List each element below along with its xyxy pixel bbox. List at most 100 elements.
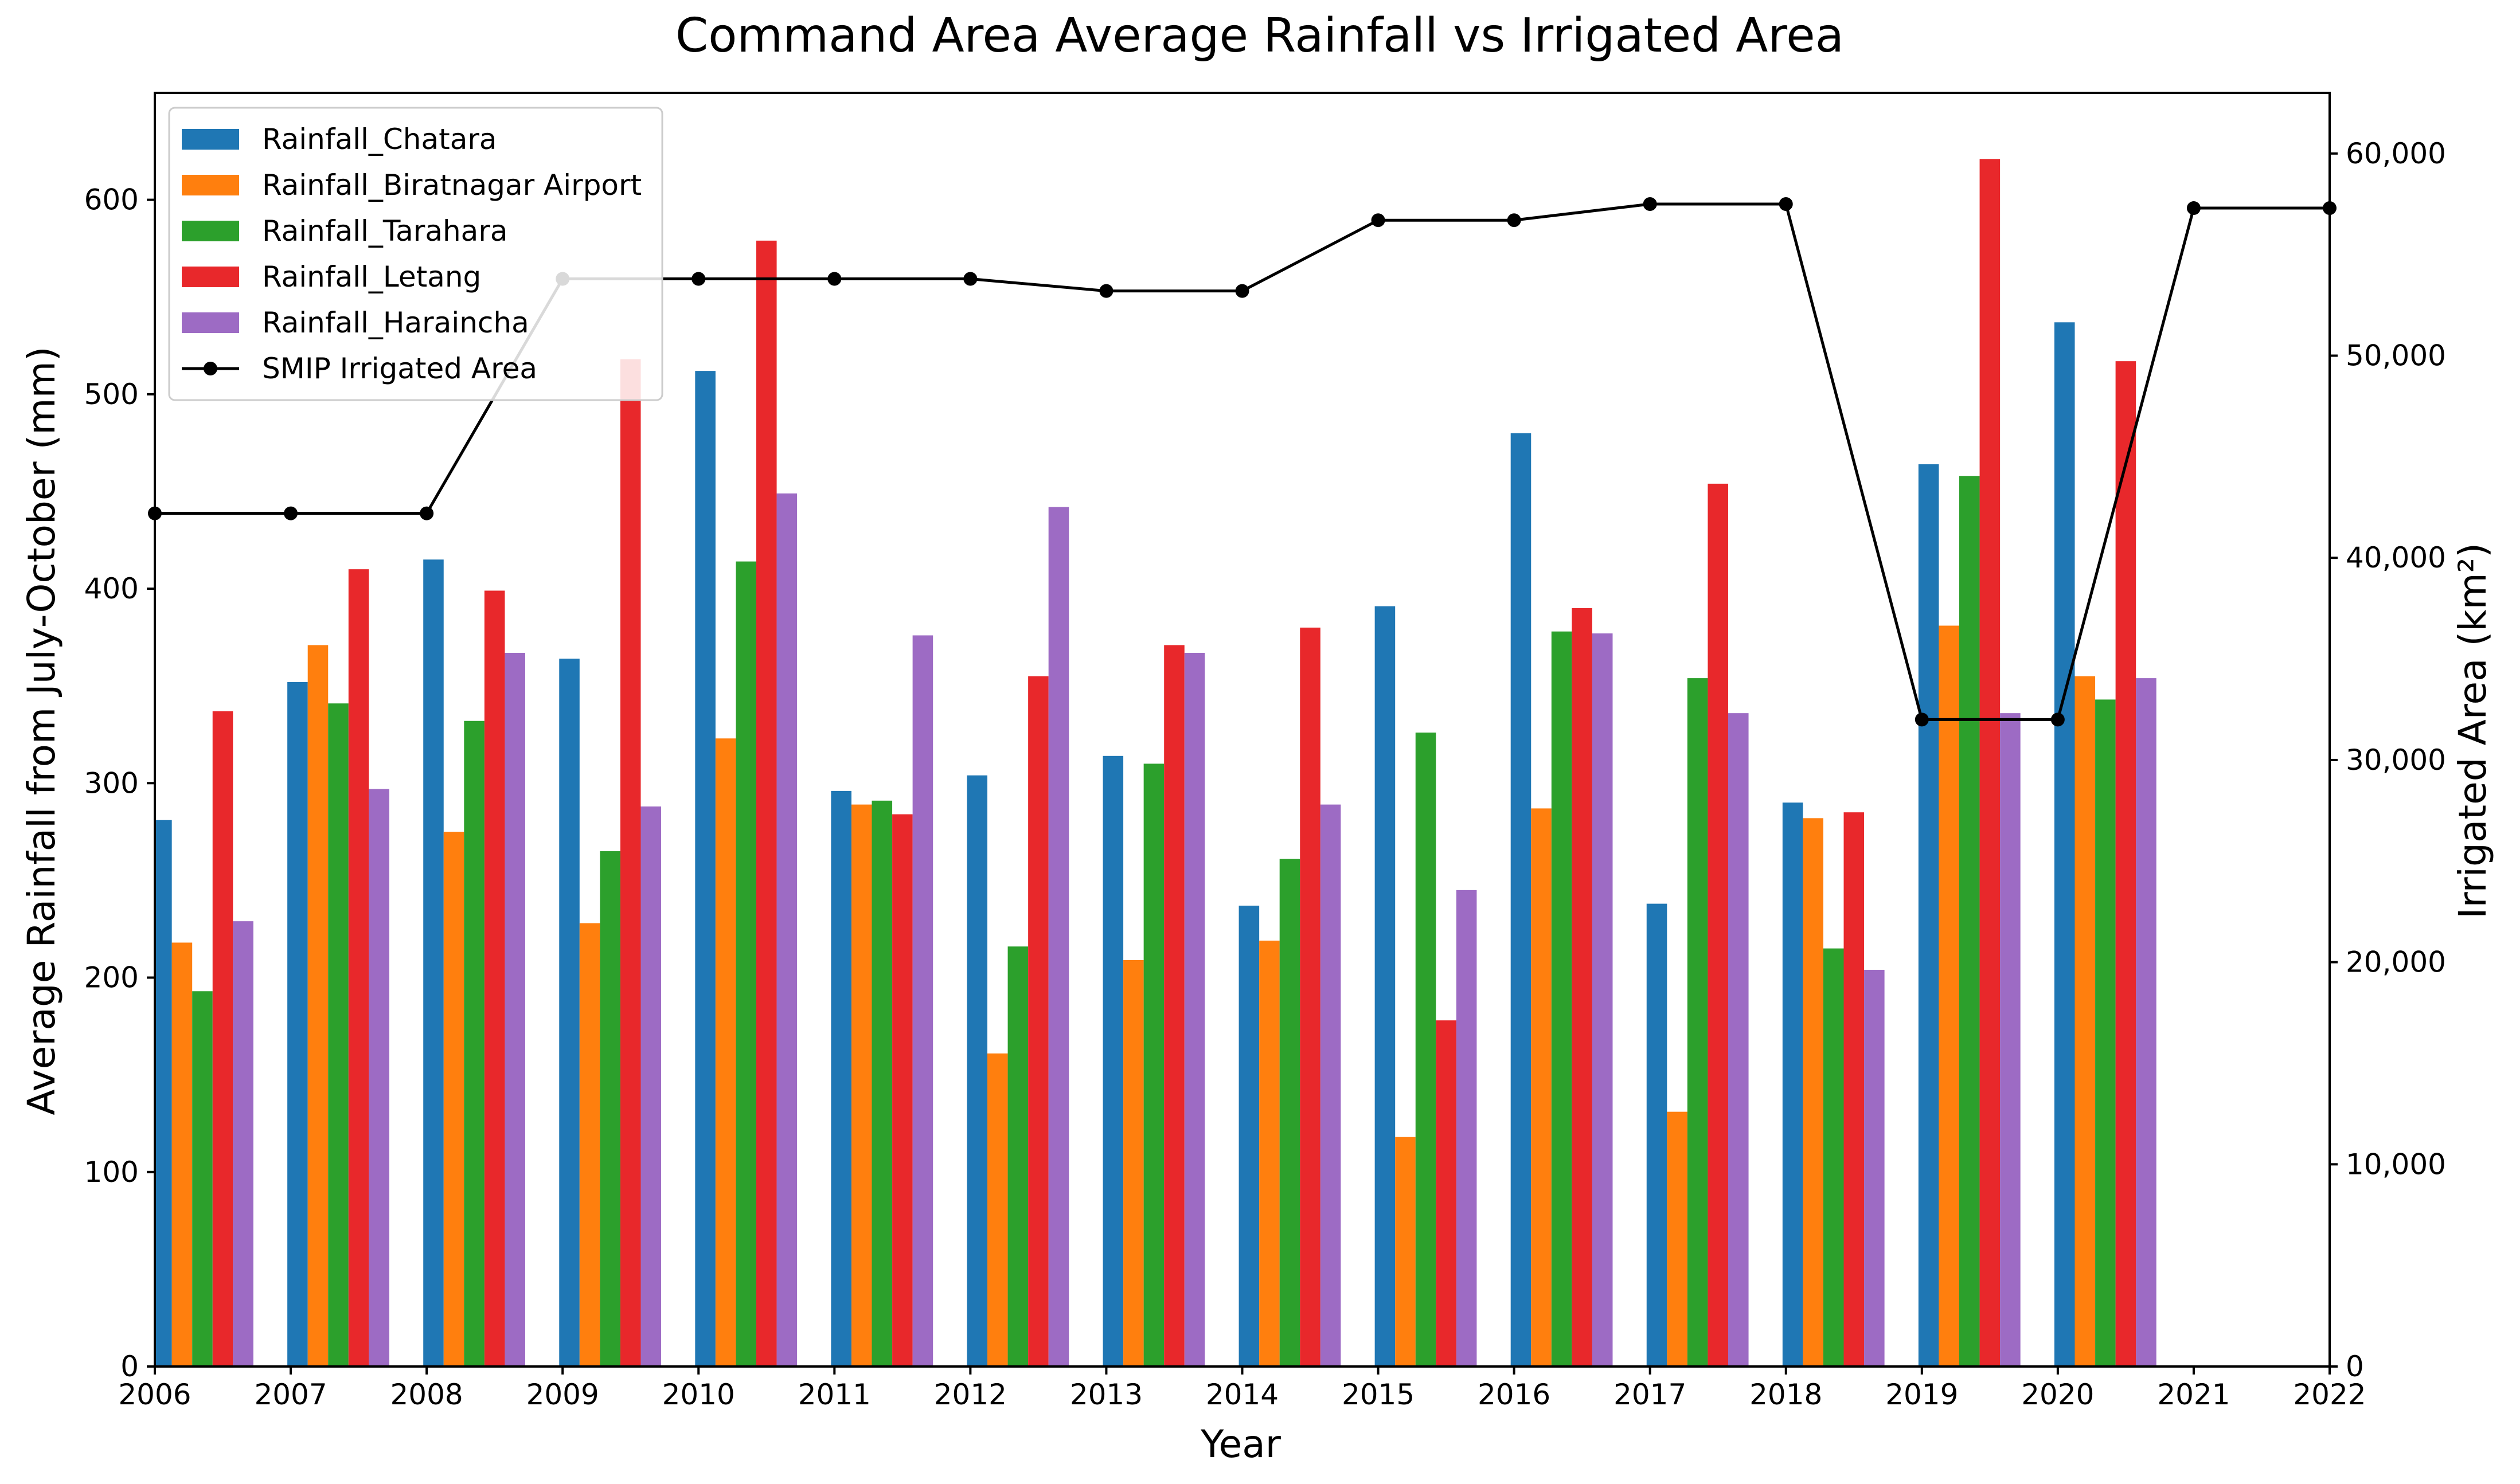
bar-rainfall-letang-2006 [212, 711, 233, 1366]
y2-tick-label-30-000: 30,000 [2346, 743, 2446, 777]
irrigated-area-point-2012 [963, 272, 978, 286]
legend-swatch-rainfall-biratnagar-airport [182, 175, 239, 195]
bar-rainfall-tarahara-2019 [1959, 476, 1980, 1367]
bar-rainfall-biratnagar-airport-2008 [443, 832, 464, 1366]
bar-rainfall-tarahara-2011 [872, 800, 893, 1366]
bar-rainfall-haraincha-2014 [1320, 804, 1341, 1366]
legend-label-rainfall-tarahara: Rainfall_Tarahara [262, 214, 508, 248]
bar-rainfall-biratnagar-airport-2011 [851, 804, 872, 1366]
chart-title: Command Area Average Rainfall vs Irrigat… [675, 9, 1844, 63]
bar-rainfall-letang-2013 [1164, 645, 1185, 1366]
legend-label-rainfall-haraincha: Rainfall_Haraincha [262, 306, 529, 339]
bar-rainfall-chatara-2016 [1510, 433, 1531, 1367]
bar-rainfall-tarahara-2013 [1143, 763, 1165, 1366]
irrigated-area-point-2019 [1915, 712, 1929, 727]
y2-tick-label-40-000: 40,000 [2346, 541, 2446, 574]
bar-series-rainfall-biratnagar-airport [171, 625, 2096, 1366]
bar-rainfall-tarahara-2006 [192, 991, 213, 1366]
x-tick-label-2014: 2014 [1206, 1378, 1279, 1411]
legend-swatch-rainfall-tarahara [182, 221, 239, 241]
bar-rainfall-biratnagar-airport-2016 [1531, 808, 1552, 1366]
bar-rainfall-letang-2010 [756, 240, 777, 1367]
bar-rainfall-biratnagar-airport-2015 [1395, 1137, 1416, 1366]
y-tick-label-200: 200 [84, 961, 139, 994]
x-tick-label-2012: 2012 [934, 1378, 1007, 1411]
y-tick-label-0: 0 [120, 1350, 139, 1383]
bar-rainfall-biratnagar-airport-2017 [1667, 1111, 1687, 1366]
legend-label-smip-irrigated-area: SMIP Irrigated Area [262, 352, 537, 385]
bar-rainfall-chatara-2009 [559, 659, 580, 1366]
bar-rainfall-tarahara-2008 [464, 721, 485, 1366]
x-tick-label-2018: 2018 [1749, 1378, 1822, 1411]
bar-rainfall-haraincha-2018 [1864, 969, 1885, 1366]
bar-rainfall-tarahara-2018 [1823, 948, 1844, 1366]
irrigated-area-point-2014 [1235, 284, 1249, 298]
y2-tick-label-20-000: 20,000 [2346, 946, 2446, 979]
bar-rainfall-letang-2016 [1572, 608, 1592, 1366]
bar-rainfall-letang-2014 [1300, 627, 1320, 1366]
bar-rainfall-letang-2011 [892, 814, 913, 1366]
x-tick-label-2015: 2015 [1342, 1378, 1415, 1411]
x-tick-label-2011: 2011 [798, 1378, 871, 1411]
bar-rainfall-chatara-2008 [423, 559, 444, 1366]
bar-rainfall-tarahara-2016 [1551, 631, 1572, 1366]
bar-rainfall-biratnagar-airport-2006 [171, 942, 193, 1366]
bar-rainfall-letang-2007 [348, 569, 369, 1366]
bar-rainfall-haraincha-2020 [2136, 678, 2156, 1366]
bar-rainfall-biratnagar-airport-2009 [579, 923, 600, 1366]
irrigated-area-point-2010 [691, 272, 706, 286]
x-tick-label-2010: 2010 [662, 1378, 735, 1411]
y-tick-label-600: 600 [84, 183, 139, 217]
legend-label-rainfall-chatara: Rainfall_Chatara [262, 123, 497, 156]
bar-rainfall-tarahara-2007 [328, 703, 349, 1366]
bar-rainfall-letang-2019 [1979, 159, 2001, 1367]
bar-rainfall-tarahara-2015 [1415, 733, 1436, 1366]
x-tick-label-2009: 2009 [526, 1378, 599, 1411]
bar-rainfall-letang-2015 [1436, 1020, 1456, 1366]
x-tick-label-2019: 2019 [1885, 1378, 1958, 1411]
bar-rainfall-tarahara-2009 [600, 851, 620, 1366]
bar-rainfall-tarahara-2017 [1687, 678, 1708, 1366]
bar-rainfall-biratnagar-airport-2013 [1123, 960, 1144, 1366]
x-tick-label-2022: 2022 [2293, 1378, 2366, 1411]
y2-tick-label-0: 0 [2346, 1350, 2364, 1383]
legend: Rainfall_Chatara Rainfall_Biratnagar Airp… [168, 107, 663, 401]
x-tick-label-2016: 2016 [1478, 1378, 1550, 1411]
bar-rainfall-haraincha-2007 [369, 789, 389, 1366]
y2-tick-label-50-000: 50,000 [2346, 339, 2446, 373]
irrigated-area-point-2008 [420, 506, 434, 520]
y-tick-label-500: 500 [84, 378, 139, 411]
x-tick-label-2021: 2021 [2157, 1378, 2230, 1411]
y2-axis-ticks: 0 10,000 20,000 30,000 40,000 50,000 60,000 [2330, 137, 2446, 1383]
bar-series-rainfall-chatara [155, 322, 2075, 1367]
y2-axis-label: Irrigated Area (km²) [2451, 543, 2495, 919]
bar-rainfall-haraincha-2009 [640, 806, 662, 1366]
y-axis-label: Average Rainfall from July-October (mm) [19, 346, 64, 1115]
bar-rainfall-chatara-2018 [1782, 802, 1803, 1366]
bar-rainfall-haraincha-2016 [1592, 633, 1613, 1366]
x-tick-label-2020: 2020 [2021, 1378, 2094, 1411]
bar-rainfall-chatara-2014 [1238, 906, 1260, 1366]
bar-rainfall-chatara-2007 [287, 682, 308, 1366]
bar-rainfall-haraincha-2015 [1456, 890, 1477, 1366]
bar-rainfall-biratnagar-airport-2018 [1803, 818, 1823, 1366]
bar-rainfall-haraincha-2010 [776, 493, 798, 1367]
bar-rainfall-haraincha-2013 [1184, 653, 1205, 1366]
bar-rainfall-letang-2017 [1708, 483, 1728, 1366]
bar-rainfall-tarahara-2010 [736, 561, 757, 1366]
bar-rainfall-haraincha-2019 [2000, 713, 2021, 1366]
legend-swatch-rainfall-chatara [182, 129, 239, 150]
bar-rainfall-chatara-2013 [1103, 755, 1124, 1366]
y2-tick-label-60-000: 60,000 [2346, 137, 2446, 170]
bar-rainfall-chatara-2006 [155, 820, 172, 1366]
irrigated-area-point-2007 [284, 506, 298, 520]
legend-swatch-rainfall-haraincha [182, 312, 239, 333]
y-tick-label-400: 400 [84, 572, 139, 605]
legend-box [168, 107, 663, 401]
y-axis-ticks: 0 100 200 300 400 500 600 [84, 183, 155, 1383]
x-tick-label-2017: 2017 [1613, 1378, 1686, 1411]
irrigated-area-point-2015 [1371, 213, 1385, 228]
x-tick-label-2008: 2008 [390, 1378, 463, 1411]
bar-rainfall-chatara-2012 [967, 775, 988, 1366]
